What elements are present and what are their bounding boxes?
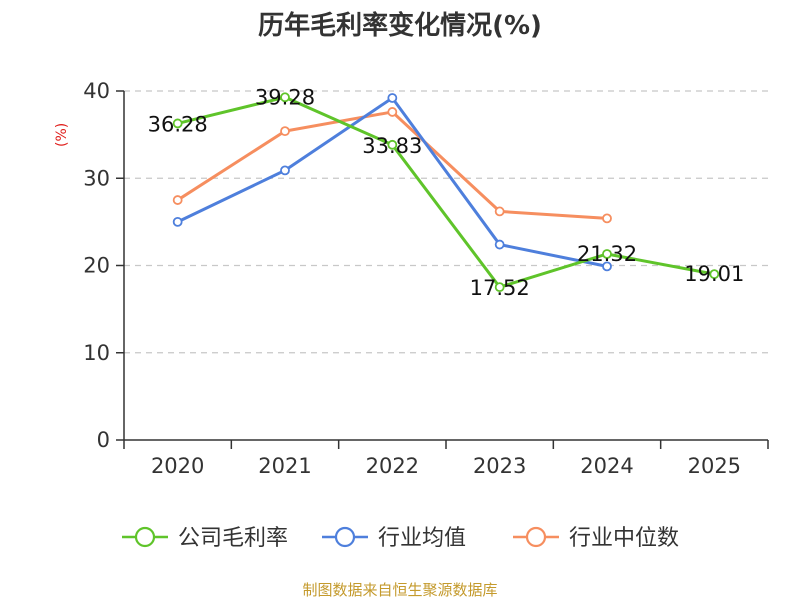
legend-marker [134, 526, 156, 548]
data-point [494, 282, 505, 293]
y-tick-label: 10 [83, 341, 110, 365]
y-tick-label: 30 [83, 166, 110, 190]
data-point [280, 126, 290, 137]
chart-title: 历年毛利率变化情况(%) [258, 11, 542, 41]
data-point [172, 216, 183, 227]
data-label: 21.32 [577, 242, 637, 266]
data-point [709, 269, 720, 280]
data-point [387, 139, 398, 150]
data-label: 36.28 [148, 112, 208, 136]
data-point [172, 195, 183, 205]
x-tick-label: 2024 [580, 454, 633, 478]
series-line-2 [176, 110, 608, 220]
legend-label: 行业均值 [378, 526, 466, 551]
data-label: 33.83 [362, 134, 422, 158]
x-tick-label: 2022 [366, 454, 419, 478]
data-point [387, 93, 398, 103]
legend-label: 公司毛利率 [178, 526, 288, 551]
data-point [494, 206, 505, 217]
data-label: 19.01 [684, 262, 744, 286]
y-tick-label: 20 [83, 254, 110, 278]
data-point [172, 118, 183, 129]
data-point [602, 261, 612, 272]
data-point [602, 213, 612, 224]
legend-marker [334, 526, 356, 548]
legend-label: 行业中位数 [569, 526, 679, 551]
data-point [280, 165, 290, 176]
y-tick-label: 40 [83, 79, 110, 103]
data-label: 17.52 [470, 276, 530, 300]
x-tick-label: 2021 [258, 454, 311, 478]
legend-marker [525, 526, 547, 548]
series-line-0 [177, 95, 715, 289]
data-label: 39.28 [255, 85, 315, 109]
x-tick-label: 2020 [151, 454, 204, 478]
data-point [494, 239, 505, 250]
data-point [602, 249, 612, 259]
data-point [280, 92, 290, 103]
source-note: 制图数据来自恒生聚源数据库 [302, 581, 498, 599]
data-point [387, 107, 398, 117]
series-line-1 [177, 96, 608, 268]
y-tick-label: 0 [97, 428, 110, 452]
x-tick-label: 2023 [473, 454, 526, 478]
x-tick-label: 2025 [688, 454, 741, 478]
